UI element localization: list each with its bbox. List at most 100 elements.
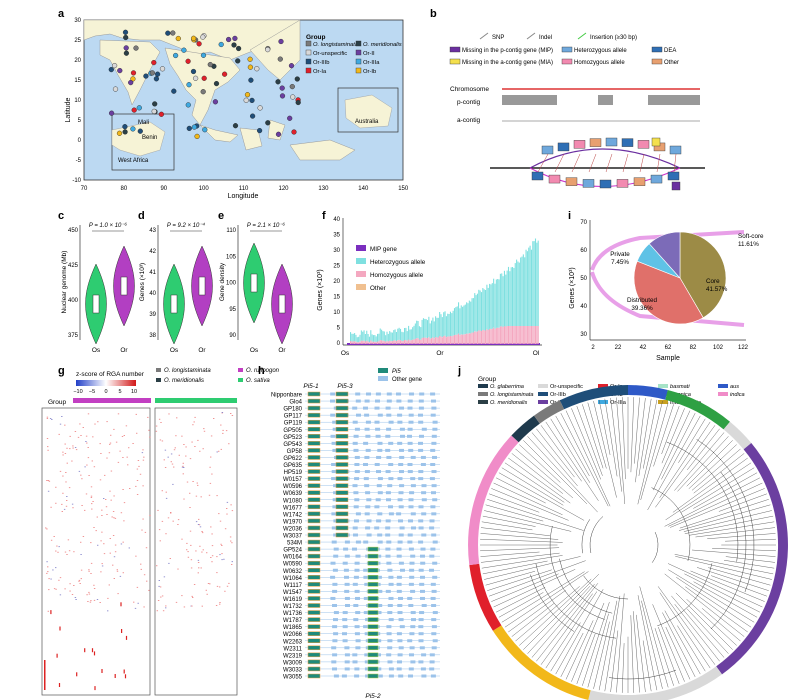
- tree-branch: [480, 551, 540, 557]
- tree-branch: [695, 527, 776, 538]
- pi5-sample-label: GP523: [283, 435, 302, 441]
- pi5-other-gene: [420, 547, 426, 551]
- pangenome-x-tick: 102: [713, 345, 724, 351]
- pi5-other-gene: [430, 505, 436, 509]
- bars-y-tick: 25: [333, 264, 340, 270]
- tree-branch: [662, 612, 696, 677]
- bar-homozygous: [529, 326, 531, 344]
- heatmap-cell: [161, 595, 164, 597]
- heatmap-cell: [170, 453, 173, 455]
- heatmap-cell: [219, 586, 221, 588]
- heatmap-cell: [109, 552, 111, 554]
- schematic-legend-swatch: [651, 46, 663, 53]
- pi5-other-gene: [386, 392, 392, 396]
- pi5-sample-label: W1677: [283, 505, 303, 511]
- pi5-other-gene: [432, 498, 438, 502]
- pi5-gene: [367, 568, 379, 573]
- heatmap-cell: [137, 602, 139, 604]
- bar-homozygous: [391, 341, 393, 344]
- sample-dot: [275, 131, 282, 137]
- heatmap-cell: [231, 415, 234, 416]
- pi5-other-gene: [332, 667, 337, 671]
- tree-branch: [480, 533, 559, 540]
- pi5-other-gene: [365, 554, 371, 558]
- bar-heterozygous: [364, 334, 366, 342]
- pi5-sample-label: W1117: [284, 583, 303, 589]
- bar-homozygous: [480, 331, 483, 344]
- bar-homozygous: [498, 327, 500, 344]
- pi5-other-gene: [352, 484, 358, 488]
- sample-dot: [249, 97, 255, 104]
- bars-legend-label: Heterozygous allele: [370, 259, 426, 266]
- tree-branch: [560, 413, 609, 507]
- sample-dot: [116, 130, 123, 136]
- pi5-other-gene: [352, 420, 358, 424]
- heatmap-cell: [189, 492, 191, 494]
- pi5-other-gene: [409, 491, 415, 495]
- sample-dot: [130, 126, 136, 132]
- bars-legend-label: Homozygous allele: [370, 272, 424, 279]
- pi5-gene: [335, 427, 349, 432]
- violin-y-tick: 40: [149, 291, 156, 297]
- pi5-other-gene: [398, 533, 404, 537]
- pi5-other-gene: [431, 589, 437, 593]
- pi5-other-gene: [399, 470, 404, 474]
- bar-homozygous: [410, 340, 412, 344]
- pi5-other-gene: [333, 533, 339, 537]
- tree-legend-label: indica: [730, 392, 745, 398]
- pi5-sample-label: W1732: [283, 604, 303, 610]
- heatmap-cell: [165, 607, 167, 609]
- sample-dot: [175, 35, 181, 42]
- heatmap-cell: [117, 461, 120, 463]
- heatmap-cell: [197, 562, 200, 563]
- pi5-other-gene: [344, 667, 350, 671]
- pi5-other-gene: [342, 632, 347, 636]
- heatmap-group-bar-or: [73, 398, 151, 403]
- bars-legend-label: Other: [370, 285, 386, 292]
- bar-heterozygous: [451, 313, 453, 337]
- schematic-legend-label: Other: [664, 60, 679, 66]
- schematic-legend-mark: [479, 32, 489, 40]
- pi5-gene: [307, 448, 321, 453]
- pi5-other-gene: [377, 491, 383, 495]
- heatmap-cell: [62, 492, 64, 494]
- pi5-gene: [307, 391, 321, 397]
- bar-homozygous: [372, 341, 375, 344]
- heatmap-cell: [109, 442, 112, 444]
- tree-ring-segment: [588, 666, 722, 700]
- pi5-other-gene: [431, 406, 437, 410]
- heatmap-cell: [221, 412, 223, 414]
- heatmap-cell: [199, 545, 201, 547]
- pie-slice-core: [679, 231, 727, 319]
- bar-heterozygous: [366, 330, 368, 341]
- pi5-other-gene: [376, 653, 381, 657]
- heatmap-cell: [226, 501, 229, 503]
- pi5-gene: [307, 617, 321, 622]
- pi5-other-gene: [408, 667, 414, 671]
- tree-branch: [515, 586, 580, 642]
- bar-heterozygous: [375, 336, 377, 343]
- violin-box: [120, 276, 128, 296]
- pi5-sample-label: 534M: [287, 541, 302, 547]
- heatmap-cell: [122, 572, 124, 574]
- heatmap-cell: [93, 466, 96, 468]
- heatmap-cell: [220, 543, 222, 545]
- heatmap-cell: [142, 449, 144, 451]
- tree-branch: [670, 488, 765, 528]
- tree-branch: [504, 571, 589, 628]
- sample-dot: [289, 83, 295, 90]
- sample-dot: [279, 85, 285, 91]
- pi5-sample-label: W1736: [283, 611, 303, 617]
- heatmap-cell: [78, 579, 81, 581]
- bar-heterozygous: [513, 268, 515, 326]
- heatmap-cell: [187, 556, 190, 558]
- pi5-other-gene: [376, 470, 381, 474]
- bar-homozygous: [497, 327, 499, 344]
- tree-branch: [684, 515, 774, 534]
- tree-branch: [519, 444, 561, 483]
- pi5-other-gene: [396, 582, 402, 586]
- violin-y-label: Nuclear genome (Mb): [61, 251, 68, 314]
- track-label-chromosome: Chromosome: [450, 86, 489, 93]
- heatmap-cell: [100, 540, 102, 542]
